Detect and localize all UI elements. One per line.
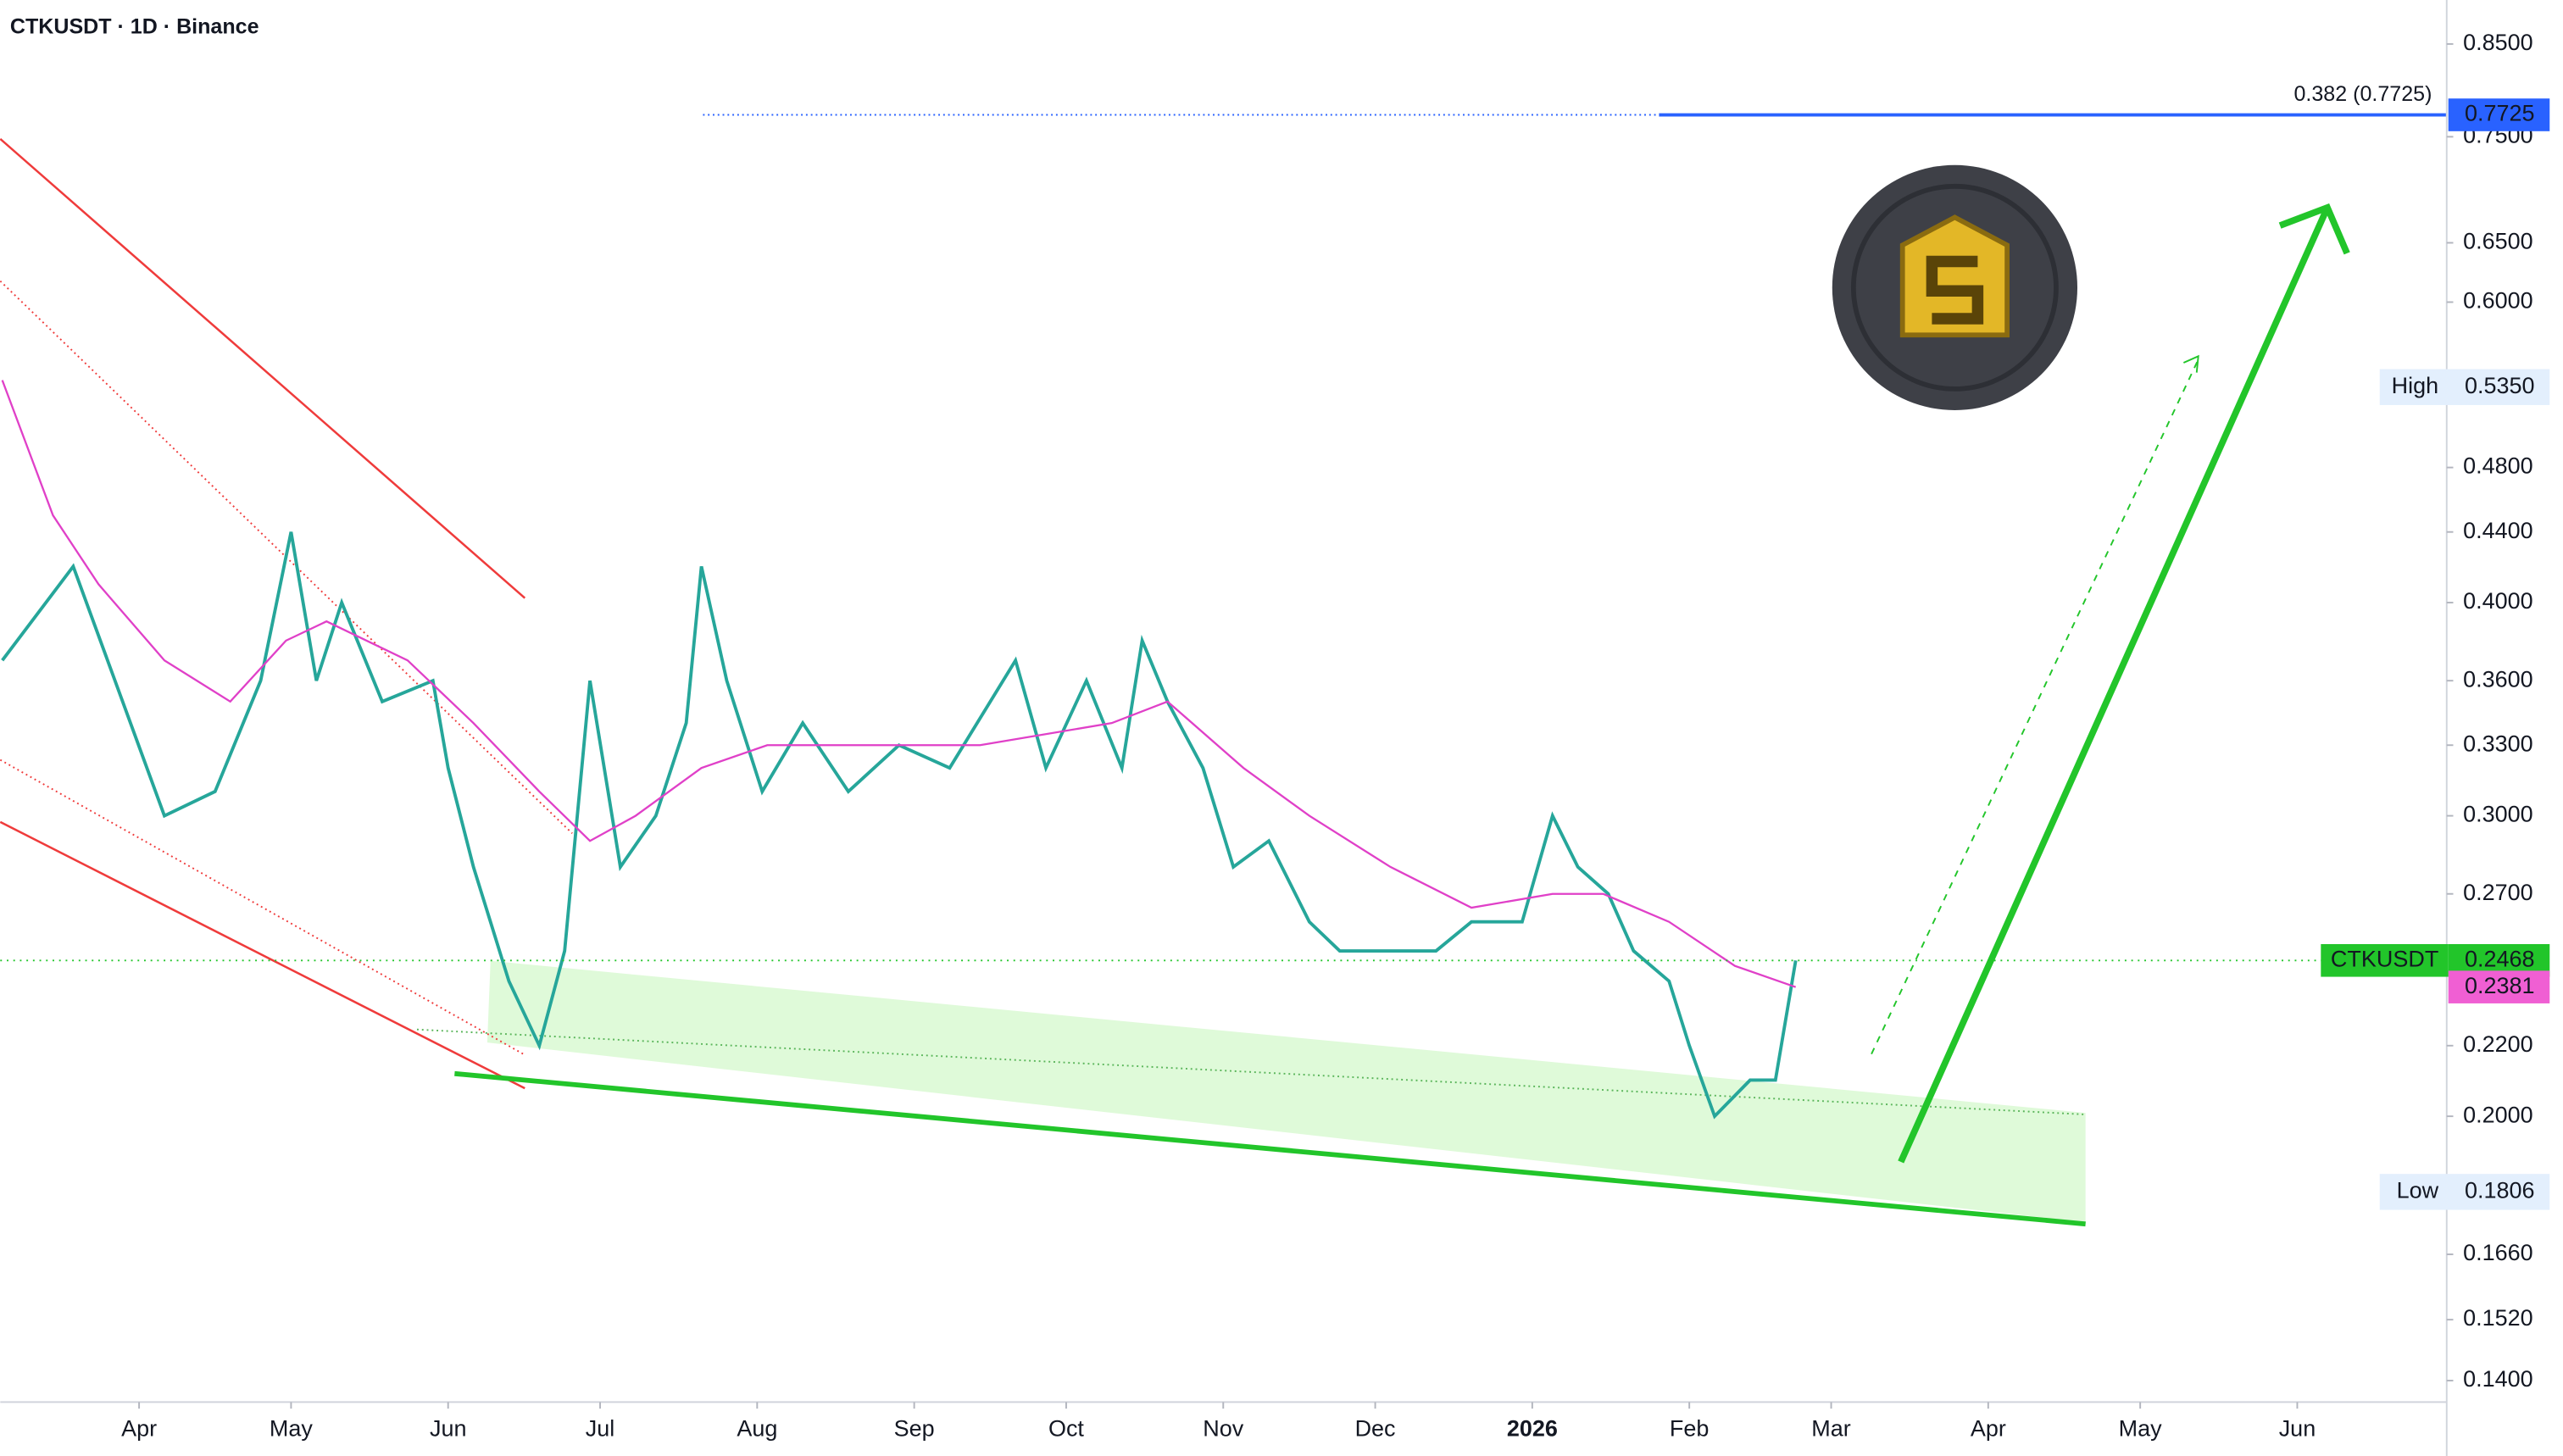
x-tick-label: Feb bbox=[1670, 1415, 1710, 1441]
logo-ring bbox=[1850, 183, 2059, 392]
axes: 0.85000.75000.65000.60000.48000.44000.40… bbox=[121, 30, 2550, 1441]
chart-title: CTKUSDT · 1D · Binance bbox=[10, 14, 259, 38]
fib-tag bbox=[2448, 98, 2550, 131]
x-tick-label: Jun bbox=[430, 1415, 467, 1441]
support-zone bbox=[486, 960, 2086, 1223]
y-tick-label: 0.1520 bbox=[2463, 1305, 2533, 1331]
y-tick-label: 0.3600 bbox=[2463, 666, 2533, 692]
price-line bbox=[1, 380, 1797, 988]
fib-tag-label: 0.7725 bbox=[2465, 101, 2535, 126]
x-tick-label: Sep bbox=[894, 1415, 935, 1441]
x-tick-label: Oct bbox=[1048, 1415, 1084, 1441]
y-tick-label: 0.3300 bbox=[2463, 731, 2533, 756]
fib-label: 0.382 (0.7725) bbox=[2293, 82, 2432, 106]
arrow bbox=[1898, 206, 2331, 1164]
marker-label: 0.1806 bbox=[2465, 1177, 2535, 1203]
y-tick-label: 0.4800 bbox=[2463, 453, 2533, 479]
x-tick-label: Aug bbox=[737, 1415, 777, 1441]
support-line bbox=[454, 1070, 2086, 1227]
marker-label: 0.5350 bbox=[2465, 373, 2535, 398]
x-tick-label: Apr bbox=[1971, 1415, 2006, 1441]
x-tick-label: May bbox=[270, 1415, 313, 1441]
logo-s bbox=[1926, 255, 1984, 325]
x-tick-label: 2026 bbox=[1507, 1415, 1558, 1441]
channel-mid bbox=[0, 759, 524, 1055]
x-tick-label: Dec bbox=[1355, 1415, 1396, 1441]
y-tick-label: 0.8500 bbox=[2463, 30, 2533, 55]
arrow-head bbox=[2278, 203, 2350, 255]
x-tick-label: Nov bbox=[1203, 1415, 1243, 1441]
y-tick-label: 0.4400 bbox=[2463, 518, 2533, 543]
y-tick-label: 0.4000 bbox=[2463, 588, 2533, 614]
price-tag-label: 0.2381 bbox=[2465, 973, 2535, 998]
resistance-line bbox=[0, 137, 526, 599]
marker-tag bbox=[2379, 369, 2550, 405]
price-axis bbox=[2446, 0, 2563, 1456]
channel-low bbox=[0, 820, 525, 1090]
y-tick-label: 0.2000 bbox=[2463, 1102, 2533, 1127]
projection-head bbox=[2182, 354, 2199, 373]
symbol-tag-label: CTKUSDT bbox=[2331, 946, 2438, 971]
price-line bbox=[1, 531, 1798, 1120]
drawings bbox=[0, 137, 2350, 1227]
x-tick-label: Apr bbox=[121, 1415, 157, 1441]
symbol-tag bbox=[2321, 944, 2449, 977]
y-tick-label: 0.6500 bbox=[2463, 229, 2533, 254]
x-tick-label: Mar bbox=[1811, 1415, 1850, 1441]
price-tag bbox=[2448, 970, 2550, 1003]
projection bbox=[1871, 358, 2199, 1055]
marker-tag bbox=[2379, 1174, 2550, 1210]
y-tick-label: 0.2700 bbox=[2463, 880, 2533, 905]
plot: 0.382 (0.7725) bbox=[0, 82, 2447, 1120]
marker-name: Low bbox=[2397, 1177, 2439, 1203]
marker-name: High bbox=[2392, 373, 2439, 398]
y-tick-label: 0.2200 bbox=[2463, 1031, 2533, 1057]
logo bbox=[1832, 164, 2078, 410]
price-tag-label: 0.2468 bbox=[2465, 946, 2535, 971]
x-tick-label: May bbox=[2119, 1415, 2162, 1441]
x-tick-label: Jul bbox=[586, 1415, 615, 1441]
y-tick-label: 0.3000 bbox=[2463, 802, 2533, 827]
y-tick-label: 0.6000 bbox=[2463, 288, 2533, 314]
y-tick-label: 0.1660 bbox=[2463, 1240, 2533, 1265]
y-tick-label: 0.1400 bbox=[2463, 1366, 2533, 1392]
x-tick-label: Jun bbox=[2279, 1415, 2316, 1441]
